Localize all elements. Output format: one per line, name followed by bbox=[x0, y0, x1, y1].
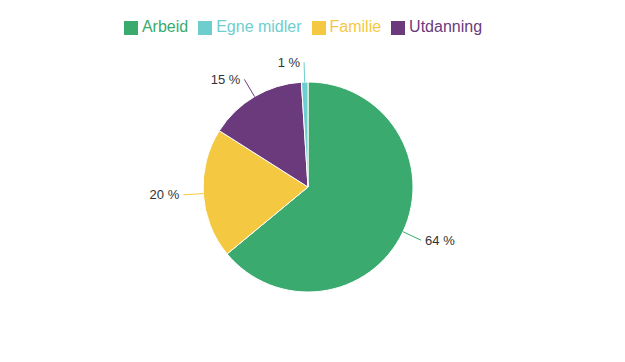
html-text:Familie: Familie bbox=[329, 18, 382, 35]
svg-text:15 %: 15 % bbox=[211, 72, 241, 87]
svg-text:1 %: 1 % bbox=[278, 55, 301, 70]
html-text:Arbeid: Arbeid bbox=[141, 18, 189, 35]
html-text:Utdanning: Utdanning bbox=[409, 18, 483, 35]
html-text:Egne midler: Egne midler bbox=[216, 18, 302, 35]
svg-text:20 %: 20 % bbox=[150, 187, 180, 202]
svg-text:64 %: 64 % bbox=[425, 233, 455, 248]
